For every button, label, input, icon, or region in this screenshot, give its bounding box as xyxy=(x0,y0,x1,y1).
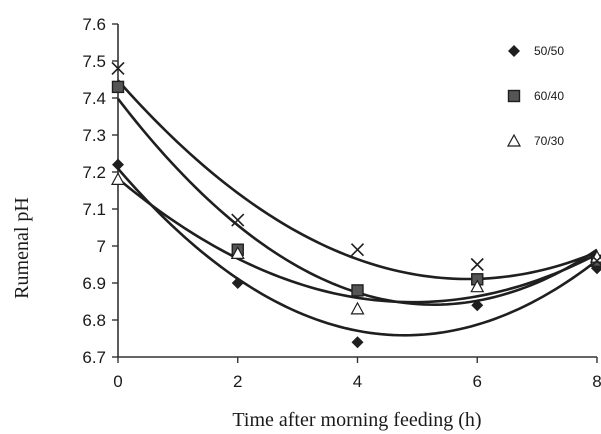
data-point-triangle xyxy=(470,279,485,293)
y-tick-label: 6.8 xyxy=(82,311,106,330)
data-point-cross xyxy=(470,257,484,272)
trend-curve-3 xyxy=(117,177,598,304)
x-tick-label: 2 xyxy=(233,372,242,391)
x-tick-label: 0 xyxy=(113,372,122,391)
axes: 6.7 6.8 6.9 7 7.1 7.2 7.3 7.4 7.5 7.6 0 2 4 6 8 xyxy=(82,15,601,391)
trend-curves xyxy=(116,79,598,337)
x-tick-label: 6 xyxy=(473,372,482,391)
data-point-diamond xyxy=(231,277,244,289)
data-point-diamond xyxy=(351,336,364,349)
y-tick-label: 7.1 xyxy=(82,200,106,219)
data-point-cross xyxy=(231,213,245,227)
data-point-cross xyxy=(350,243,365,257)
y-tick-label: 7.4 xyxy=(82,89,106,108)
data-point-square xyxy=(351,284,364,297)
y-tick-label: 7.5 xyxy=(82,52,106,71)
y-tick-label: 7 xyxy=(97,237,106,256)
data-point-diamond xyxy=(471,299,484,312)
y-tick-label: 6.7 xyxy=(82,348,106,367)
data-points xyxy=(110,61,601,349)
trend-curve-1 xyxy=(117,167,598,337)
legend-marker-square xyxy=(507,89,521,103)
x-tick-label: 8 xyxy=(592,372,601,391)
trend-curve-4 xyxy=(117,79,598,281)
y-axis-label: Rumenal pH xyxy=(11,197,33,299)
legend: 50/50 60/40 70/30 xyxy=(506,44,564,148)
data-point-square xyxy=(111,80,125,94)
data-point-triangle xyxy=(350,301,365,315)
data-point-triangle xyxy=(110,172,126,185)
x-tick-label: 4 xyxy=(353,372,362,391)
y-tick-label: 7.3 xyxy=(82,126,106,145)
data-point-triangle xyxy=(230,246,245,259)
data-point-cross xyxy=(111,61,125,75)
legend-marker-diamond xyxy=(508,45,520,57)
data-point-diamond xyxy=(112,158,124,171)
data-point-cross xyxy=(590,254,601,268)
y-tick-label: 6.9 xyxy=(82,274,106,293)
legend-marker-triangle xyxy=(506,133,522,147)
x-axis-label: Time after morning feeding (h) xyxy=(232,409,481,431)
legend-label-2: 60/40 xyxy=(534,89,564,103)
legend-label-3: 70/30 xyxy=(534,134,564,148)
legend-label-1: 50/50 xyxy=(534,44,564,58)
y-tick-label: 7.2 xyxy=(82,163,106,182)
y-tick-label: 7.6 xyxy=(82,15,106,34)
